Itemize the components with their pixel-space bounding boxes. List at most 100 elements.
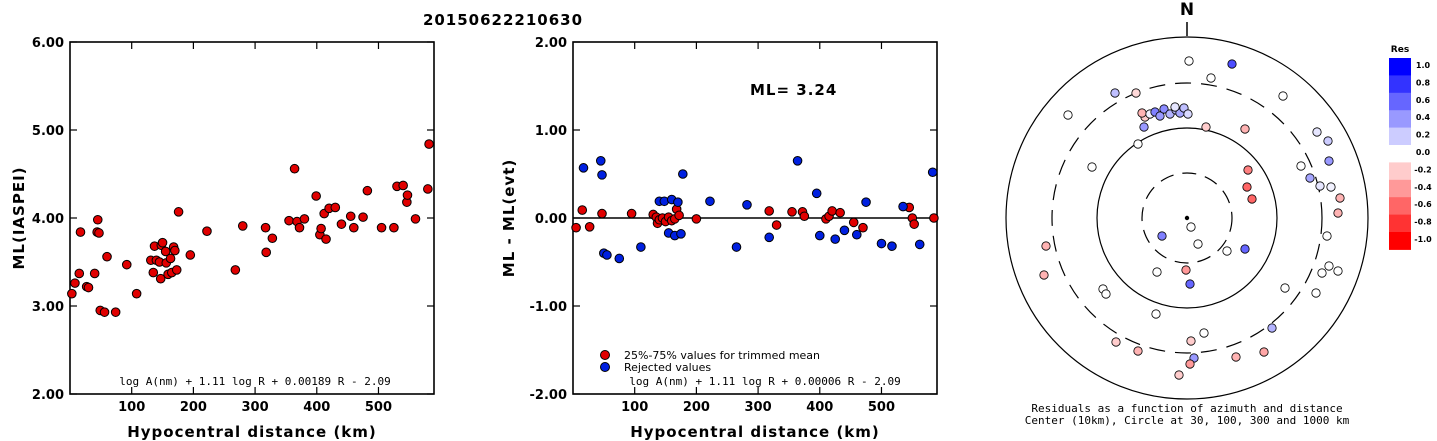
plot2-rejected-point: [861, 197, 871, 207]
plot1-data-point: [237, 221, 248, 231]
plot2-rejected-point: [830, 234, 841, 244]
polar-caption-1: Residuals as a function of azimuth and d…: [1031, 402, 1342, 415]
plot1-xtick-label: 400: [303, 400, 330, 415]
plot2-rejected-point: [597, 170, 607, 180]
station-residual-marker: [1333, 266, 1343, 276]
plot2-rejected-point: [614, 253, 625, 264]
plot1-data-point: [311, 191, 321, 201]
plot2-trimmed-point: [577, 205, 588, 215]
plot2-trimmed-point: [799, 211, 810, 222]
plot1-data-point: [289, 163, 300, 174]
colorbar-segment: [1389, 92, 1411, 111]
plot1-data-point: [67, 288, 77, 299]
plot1-data-point: [294, 222, 305, 233]
station-residual-marker: [1199, 328, 1209, 338]
plot1-data-point: [389, 222, 399, 233]
plot2-trimmed-point: [764, 206, 774, 216]
ml-residual-plot: ML - ML(evt) Hypocentral distance (km) M…: [500, 36, 939, 441]
plot1-xtick-label: 300: [242, 400, 269, 415]
station-residual-marker: [1280, 283, 1290, 293]
plot1-data-point: [89, 268, 100, 279]
legend-marker-trimmed: [600, 350, 610, 360]
plot1-xlabel: Hypocentral distance (km): [127, 423, 377, 441]
plot1-data-point: [398, 180, 408, 191]
plot2-rejected-point: [792, 156, 803, 166]
plot2-trimmed-point: [835, 207, 845, 218]
plot2-ylabel: ML - ML(evt): [500, 159, 518, 277]
plot1-data-point: [423, 184, 433, 194]
plot1-data-point: [358, 212, 368, 222]
residual-colorbar: Res 1.0 0.8 0.6 0.4 0.2 0.0 -0.2 -0.4 -0.6 -0.8 -1…: [1389, 45, 1432, 250]
plot1-ytick-label: 5.00: [32, 124, 64, 139]
plot2-trimmed-point: [929, 213, 939, 223]
station-residual-marker: [1159, 104, 1169, 114]
plot2-rejected-point: [673, 197, 683, 207]
plot2-rejected-point: [578, 163, 589, 173]
plot2-rejected-point: [927, 167, 938, 178]
plot2-xlabel: Hypocentral distance (km): [630, 423, 880, 441]
plot1-data-point: [336, 219, 347, 229]
station-residual-marker: [1322, 231, 1332, 241]
station-residual-marker: [1174, 370, 1184, 380]
plot2-trimmed-point: [597, 208, 607, 219]
legend-label-rejected: Rejected values: [624, 361, 711, 374]
plot1-xtick-label: 100: [118, 400, 145, 415]
plot1-data-point: [102, 251, 112, 262]
circle-300km: [1051, 82, 1323, 354]
station-residual-marker: [1317, 268, 1327, 278]
station-residual-marker: [1087, 162, 1097, 172]
station-residual-marker: [1151, 309, 1161, 319]
plot2-rejected-point: [811, 188, 822, 199]
legend-marker-rejected: [600, 362, 610, 372]
plot1-data-point: [148, 267, 159, 278]
station-residual-marker: [1247, 194, 1257, 204]
station-residual-marker: [1278, 91, 1288, 101]
plot2-rejected-point: [636, 242, 646, 252]
plot1-data-point: [173, 207, 184, 217]
colorbar-segment: [1389, 58, 1411, 76]
plot2-ytick-label: 1.00: [535, 124, 567, 139]
epicenter-marker: [1184, 215, 1190, 221]
station-residual-marker: [1222, 246, 1232, 256]
colorbar-tick-label: 0.8: [1416, 78, 1431, 87]
plot1-ylabel: ML(IASPEI): [10, 166, 28, 269]
plot1-data-point: [160, 246, 171, 257]
plot1-data-point: [70, 278, 80, 288]
plot2-ytick-label: 0.00: [535, 212, 567, 227]
station-residual-marker: [1041, 241, 1051, 251]
plot1-data-point: [99, 307, 110, 317]
plot1-xtick-label: 200: [180, 400, 207, 415]
plot1-data-point: [424, 139, 434, 149]
plot2-xtick-label: 200: [683, 400, 710, 415]
plot1-data-point: [261, 247, 271, 258]
plot1-data-point: [284, 215, 294, 226]
station-residual-marker: [1139, 122, 1149, 132]
station-residual-marker: [1305, 173, 1315, 183]
plot2-formula: log A(nm) + 1.11 log R + 0.00006 R - 2.0…: [629, 375, 901, 388]
colorbar-tick-label: 1.0: [1416, 61, 1431, 70]
plot2-rejected-point: [676, 229, 686, 239]
legend-label-trimmed: 25%-75% values for trimmed mean: [624, 349, 820, 362]
plot2-rejected-point: [898, 201, 908, 212]
plot2-ytick-label: -2.00: [530, 388, 567, 403]
station-residual-marker: [1231, 352, 1241, 362]
plot1-data-point: [348, 222, 359, 233]
colorbar-tick-label: -0.2: [1414, 165, 1432, 174]
station-residual-marker: [1152, 267, 1162, 277]
plot1-data-point: [83, 282, 94, 293]
plot2-xtick-label: 500: [868, 400, 895, 415]
colorbar-segment: [1389, 110, 1411, 129]
plot2-trimmed-point: [909, 219, 919, 229]
circle-30km: [1141, 172, 1233, 264]
plot2-rejected-point: [731, 242, 742, 252]
plot1-data-point: [230, 265, 241, 275]
station-residual-marker: [1323, 136, 1333, 146]
plot2-rejected-point: [742, 200, 752, 210]
station-residual-marker: [1101, 289, 1111, 299]
station-residual-marker: [1259, 347, 1269, 357]
station-residual-marker: [1324, 156, 1334, 166]
plot2-trimmed-point: [691, 214, 702, 224]
colorbar-tick-label: -0.4: [1414, 183, 1432, 192]
station-residual-marker: [1240, 124, 1250, 134]
station-residual-marker: [1185, 279, 1195, 289]
